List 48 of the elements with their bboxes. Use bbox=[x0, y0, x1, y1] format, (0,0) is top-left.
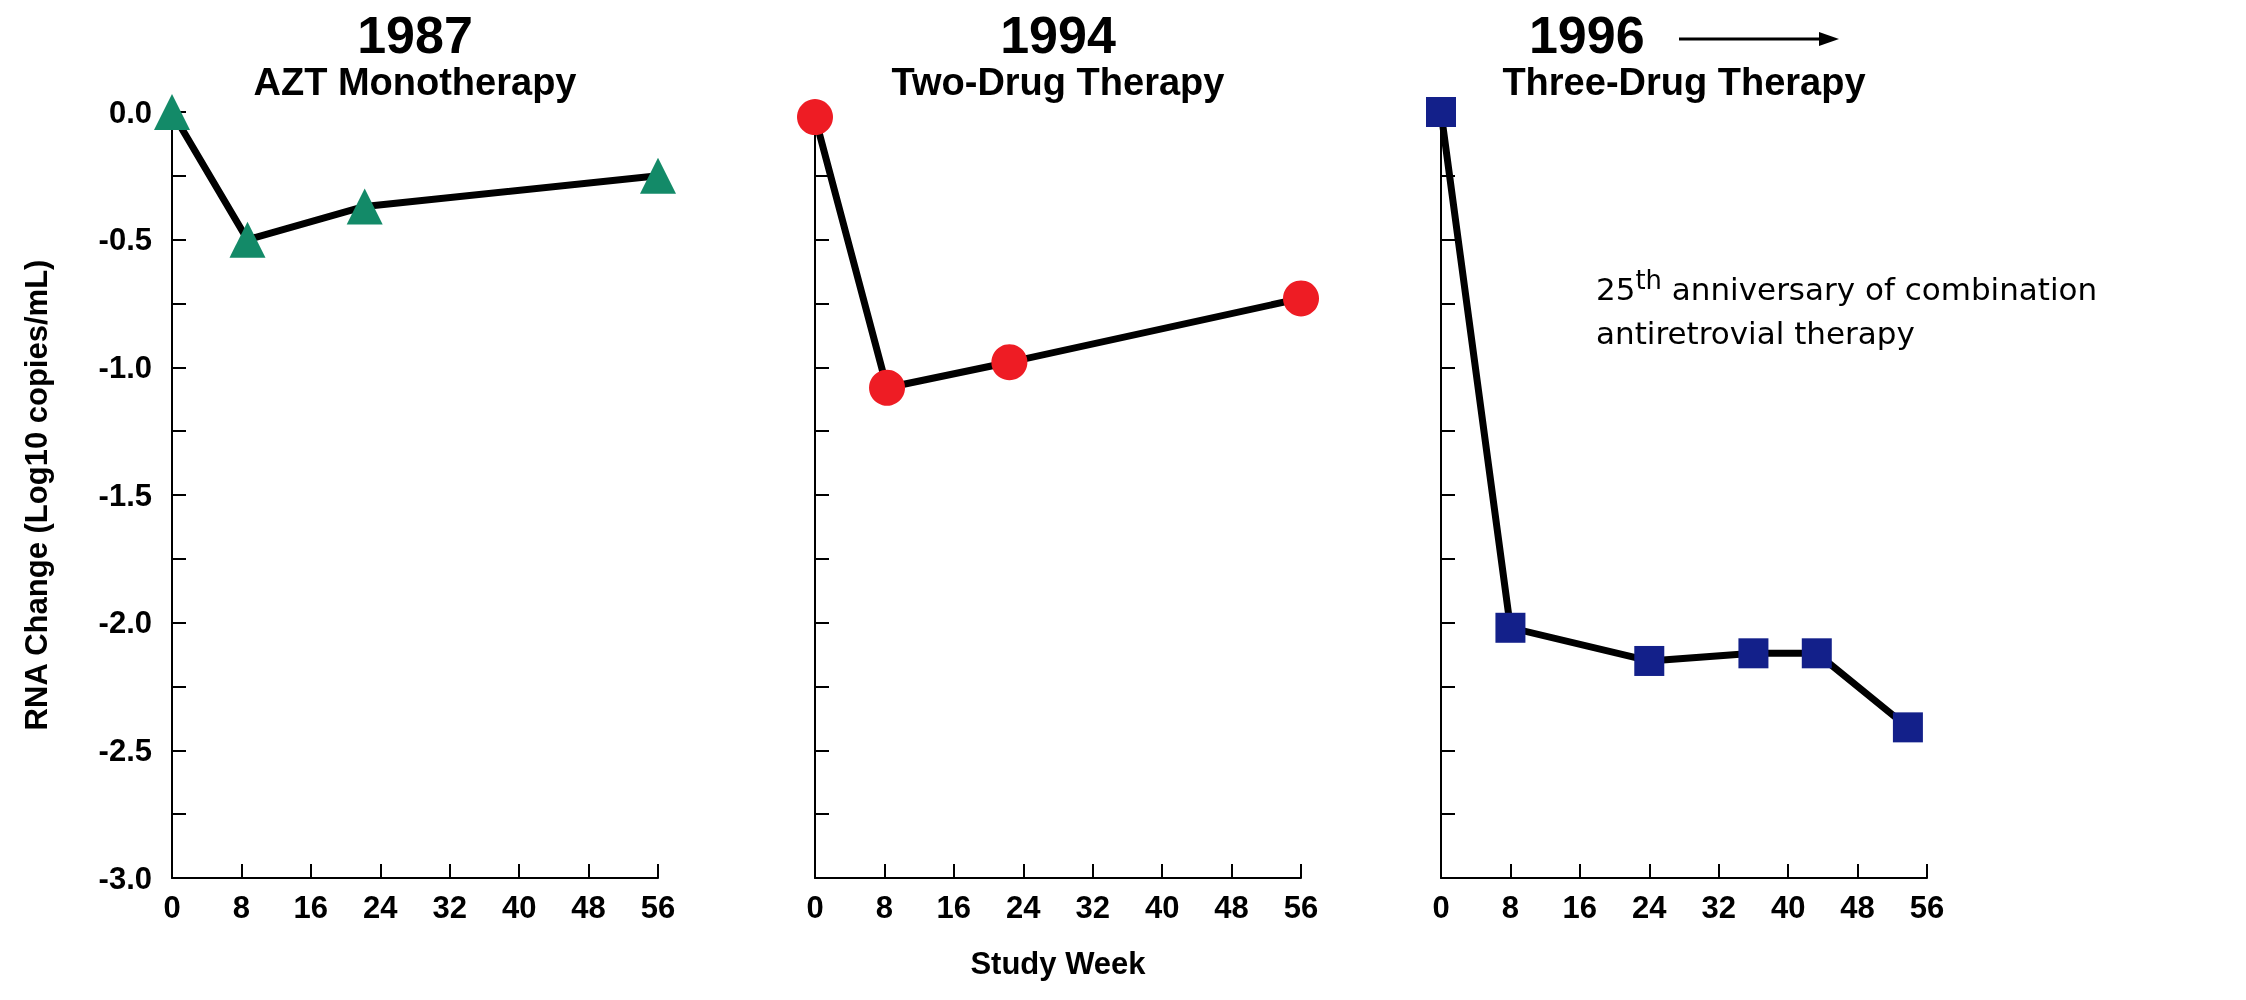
point bbox=[1495, 612, 1526, 643]
point bbox=[1634, 645, 1665, 676]
x-tick-label: 56 bbox=[1283, 890, 1319, 925]
x-tick-label: 48 bbox=[1840, 890, 1875, 925]
x-tick-label: 32 bbox=[1701, 890, 1736, 925]
x-tick-label: 48 bbox=[1214, 890, 1249, 925]
x-tick-label: 24 bbox=[363, 890, 399, 925]
point bbox=[991, 344, 1028, 381]
x-tick-label: 8 bbox=[875, 890, 894, 925]
x-tick-label: 0 bbox=[163, 890, 181, 925]
y-tick-label: -1.0 bbox=[98, 349, 152, 385]
point bbox=[640, 157, 676, 194]
y-tick-label: -2.0 bbox=[98, 605, 152, 641]
x-tick-label: 8 bbox=[232, 890, 251, 925]
x-tick-label: 16 bbox=[293, 890, 329, 925]
x-tick-label: 8 bbox=[1501, 890, 1520, 925]
point bbox=[1426, 97, 1456, 127]
x-tick-label: 56 bbox=[1909, 890, 1945, 925]
y-tick-label: -0.5 bbox=[98, 222, 152, 258]
x-tick-label: 56 bbox=[640, 890, 676, 925]
x-tick-label: 0 bbox=[1432, 890, 1450, 925]
point bbox=[346, 188, 383, 225]
x-tick-label: 32 bbox=[432, 890, 467, 925]
x-tick-label: 40 bbox=[1144, 890, 1180, 925]
y-tick-label: -3.0 bbox=[98, 860, 152, 896]
x-tick-label: 24 bbox=[1632, 890, 1668, 925]
point bbox=[869, 369, 906, 406]
y-tick-label: -2.5 bbox=[98, 732, 152, 768]
point bbox=[1801, 638, 1832, 669]
x-tick-label: 40 bbox=[1770, 890, 1806, 925]
x-tick-label: 16 bbox=[1562, 890, 1598, 925]
x-tick-label: 0 bbox=[806, 890, 824, 925]
x-tick-label: 48 bbox=[571, 890, 606, 925]
point bbox=[1892, 712, 1923, 743]
point bbox=[229, 221, 266, 258]
x-tick-label: 24 bbox=[1006, 890, 1042, 925]
point bbox=[797, 99, 833, 136]
x-tick-label: 32 bbox=[1075, 890, 1110, 925]
y-axis-title: RNA Change (Log10 copies/mL) bbox=[19, 259, 54, 731]
y-tick-label: -1.5 bbox=[98, 477, 152, 513]
y-tick-label: 0.0 bbox=[108, 94, 152, 130]
point bbox=[1738, 638, 1769, 669]
x-axis-title: Study Week bbox=[970, 946, 1147, 981]
x-tick-label: 40 bbox=[501, 890, 537, 925]
point bbox=[154, 94, 190, 130]
annotation: 25$^{th}$ anniversary of combination antiretrovial therapy bbox=[1596, 264, 2099, 353]
x-tick-label: 16 bbox=[936, 890, 972, 925]
point bbox=[1283, 280, 1319, 317]
